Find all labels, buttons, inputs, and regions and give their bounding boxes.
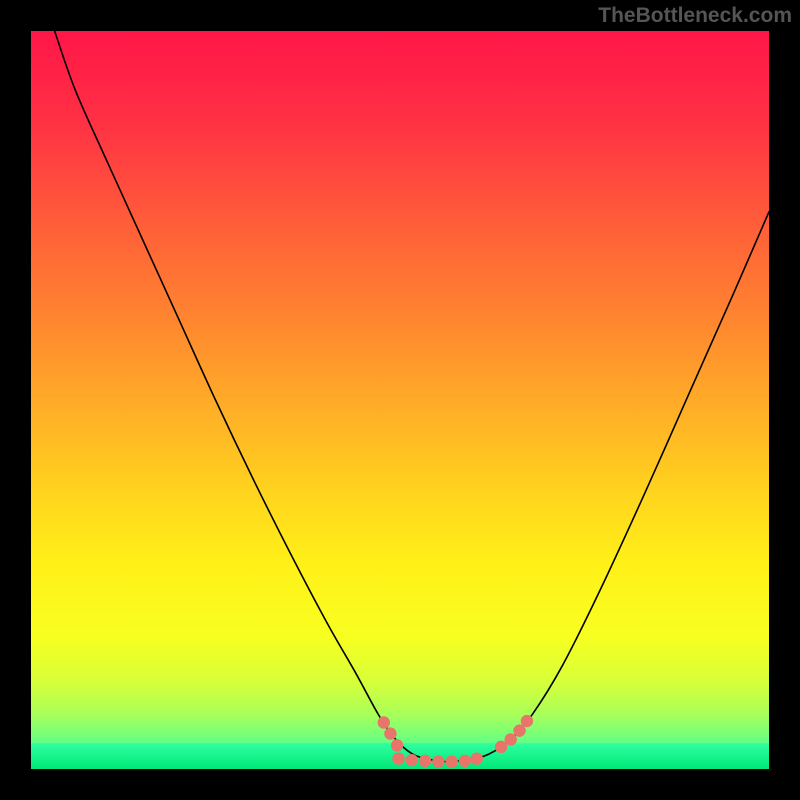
curve-marker bbox=[419, 755, 431, 767]
curve-marker bbox=[384, 727, 396, 739]
curve-marker bbox=[471, 752, 483, 764]
curve-marker bbox=[521, 715, 533, 727]
curve-marker bbox=[432, 755, 444, 767]
curve-marker bbox=[505, 733, 517, 745]
watermark-text: TheBottleneck.com bbox=[598, 4, 792, 28]
curve-marker bbox=[392, 752, 404, 764]
curve-marker bbox=[391, 739, 403, 751]
chart-background bbox=[31, 31, 769, 769]
curve-marker bbox=[459, 755, 471, 767]
curve-marker bbox=[445, 755, 457, 767]
bottleneck-chart bbox=[0, 0, 800, 800]
curve-marker bbox=[406, 754, 418, 766]
curve-marker bbox=[378, 716, 390, 728]
